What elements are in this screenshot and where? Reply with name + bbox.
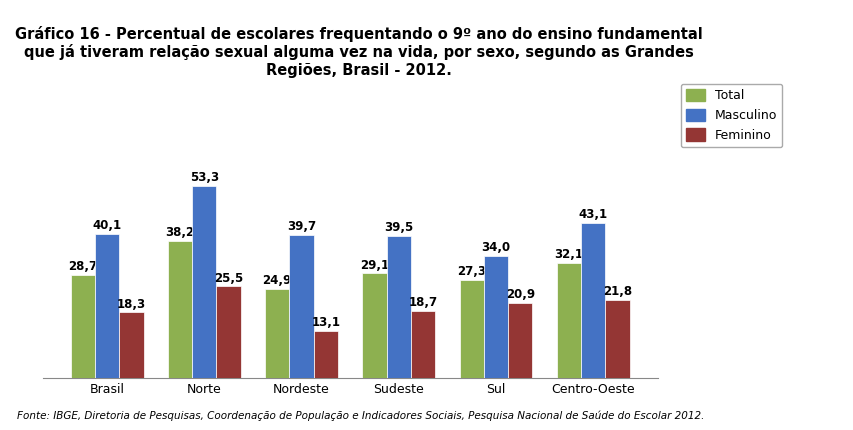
Text: 25,5: 25,5 [214, 272, 243, 285]
Bar [119, 313, 143, 378]
Bar [313, 331, 338, 378]
Bar [459, 280, 484, 378]
Bar [362, 273, 386, 378]
Text: 20,9: 20,9 [505, 288, 534, 301]
Bar [289, 235, 313, 378]
Text: 34,0: 34,0 [481, 241, 510, 254]
Bar [168, 241, 192, 378]
Legend: Total, Masculino, Feminino: Total, Masculino, Feminino [680, 84, 781, 147]
Text: 27,3: 27,3 [456, 265, 485, 278]
Text: 29,1: 29,1 [359, 259, 389, 272]
Text: 24,9: 24,9 [262, 274, 292, 287]
Text: 38,2: 38,2 [165, 226, 194, 239]
Text: Fonte: IBGE, Diretoria de Pesquisas, Coordenação de População e Indicadores Soci: Fonte: IBGE, Diretoria de Pesquisas, Coo… [17, 411, 704, 421]
Text: Gráfico 16 - Percentual de escolares frequentando o 9º ano do ensino fundamental: Gráfico 16 - Percentual de escolares fre… [15, 26, 702, 78]
Text: 28,7: 28,7 [68, 260, 97, 273]
Text: 40,1: 40,1 [92, 219, 121, 232]
Text: 32,1: 32,1 [554, 248, 583, 261]
Text: 39,5: 39,5 [384, 221, 413, 234]
Bar [556, 263, 580, 378]
Text: 53,3: 53,3 [189, 172, 218, 184]
Bar [484, 256, 508, 378]
Bar [386, 236, 410, 378]
Bar [508, 303, 531, 378]
Bar [580, 223, 605, 378]
Text: 39,7: 39,7 [287, 221, 316, 233]
Bar [95, 234, 119, 378]
Text: 18,3: 18,3 [117, 298, 146, 310]
Bar [410, 311, 435, 378]
Text: 13,1: 13,1 [311, 316, 340, 329]
Text: 21,8: 21,8 [602, 285, 631, 298]
Bar [216, 286, 241, 378]
Bar [71, 275, 95, 378]
Bar [264, 289, 289, 378]
Bar [605, 300, 629, 378]
Bar [192, 186, 216, 378]
Text: 43,1: 43,1 [578, 208, 607, 221]
Text: 18,7: 18,7 [408, 296, 437, 309]
